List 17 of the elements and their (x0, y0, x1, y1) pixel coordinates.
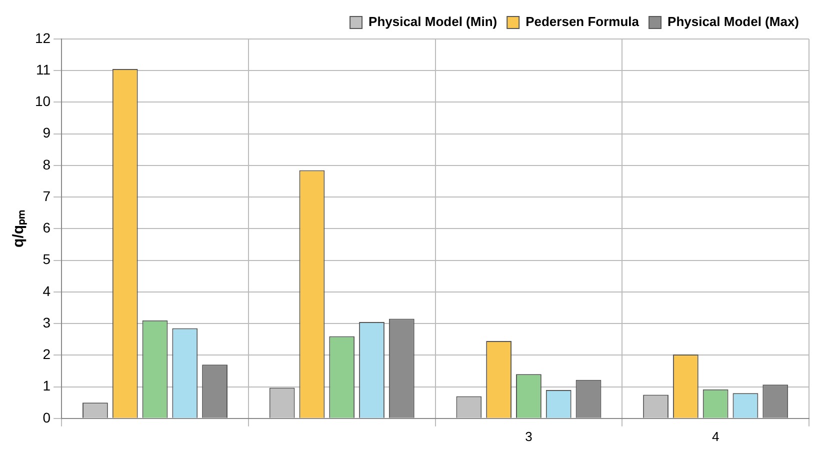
y-tick-label: 7 (42, 188, 51, 204)
y-tick-label: 0 (42, 409, 51, 426)
legend-label: Physical Model (Min) (368, 14, 498, 30)
legend-label: Physical Model (Max) (668, 14, 800, 30)
y-tick-label: 1 (42, 378, 51, 394)
y-tick-label: 3 (42, 314, 51, 330)
y-axis-title: q/qₚₘ (10, 210, 28, 248)
y-tick-label: 5 (42, 251, 51, 268)
y-tick-label: 10 (34, 93, 51, 110)
y-tick-label: 6 (42, 220, 51, 236)
y-tick-label: 2 (42, 346, 51, 362)
legend-label: Pedersen Formula (526, 14, 640, 30)
y-tick-label: 12 (34, 30, 51, 46)
y-tick-label: 11 (36, 61, 51, 78)
y-tick-label: 4 (42, 282, 51, 299)
y-tick-label: 9 (42, 124, 51, 141)
y-tick-label: 8 (42, 156, 51, 172)
